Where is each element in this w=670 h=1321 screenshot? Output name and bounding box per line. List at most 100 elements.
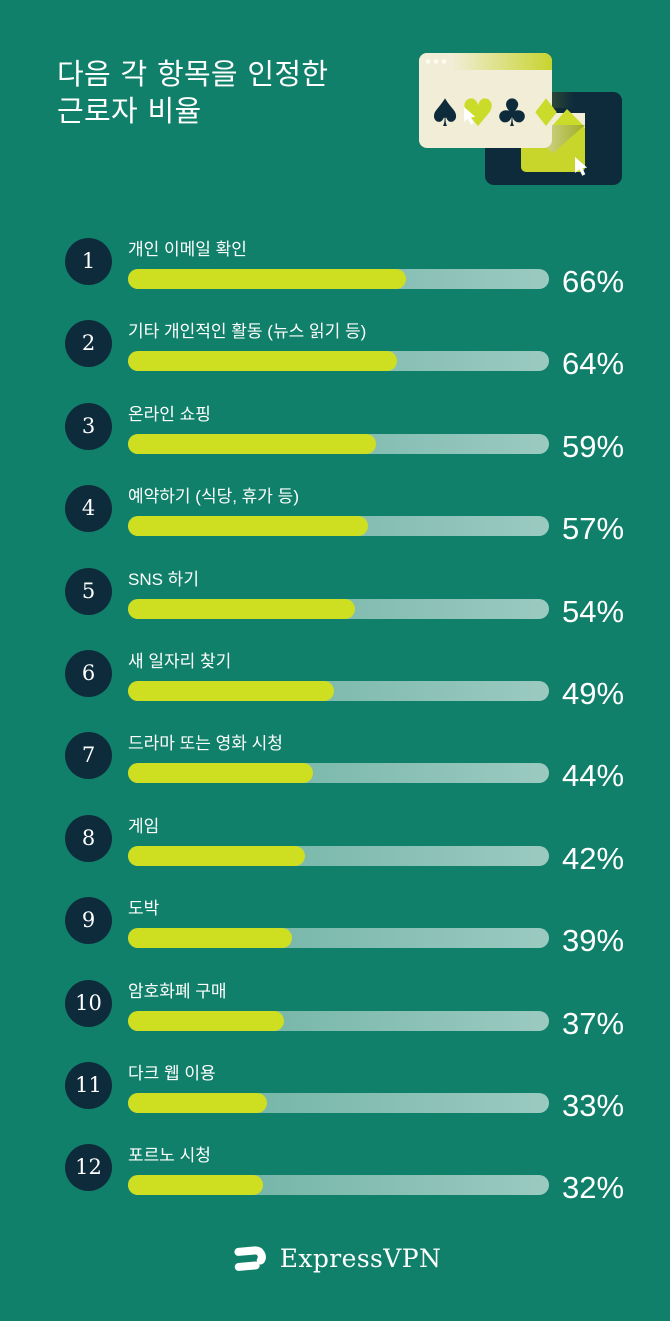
window-dot — [425, 59, 431, 64]
row-percentage: 39% — [562, 923, 625, 959]
rank-number: 9 — [81, 908, 96, 933]
chart-row: 8 게임 42% — [65, 803, 625, 885]
bar-fill — [128, 680, 335, 701]
title-line-1: 다음 각 항목을 인정한 — [57, 57, 329, 91]
rank-badge: 1 — [65, 238, 112, 285]
bar-fill — [128, 1175, 263, 1196]
title-line-2: 근로자 비율 — [57, 94, 202, 128]
rank-badge: 6 — [65, 649, 112, 697]
rank-number: 8 — [81, 825, 96, 850]
chart-row: 11 다크 웹 이용 33% — [65, 1050, 625, 1132]
rank-number: 12 — [75, 1155, 102, 1180]
row-main: 새 일자리 찾기 — [128, 638, 549, 709]
bar-fill — [128, 763, 314, 784]
rank-number: 10 — [75, 990, 102, 1015]
row-percentage: 42% — [562, 840, 625, 876]
bar-fill — [128, 351, 398, 372]
rank-number: 4 — [81, 496, 96, 521]
expressvpn-logo-icon — [234, 1246, 266, 1271]
row-label: 새 일자리 찾기 — [128, 651, 232, 671]
row-label: 포르노 시청 — [128, 1146, 211, 1166]
bar-fill — [128, 269, 406, 289]
window-dot — [433, 59, 439, 64]
window-dot — [441, 59, 447, 64]
club-icon: ♣ — [495, 91, 529, 135]
bar-track — [128, 269, 549, 289]
illustration-graphic: ♠ ♥ ♣ ♦ — [419, 53, 622, 185]
bar-track — [128, 928, 549, 949]
bar-fill — [128, 433, 377, 454]
bar-fill — [128, 1010, 284, 1031]
bar-track — [128, 1010, 549, 1031]
rank-badge: 5 — [65, 567, 112, 615]
row-main: 기타 개인적인 활동 (뉴스 읽기 등) — [128, 308, 549, 379]
chart-row: 9 도박 39% — [65, 885, 625, 967]
rank-number: 3 — [81, 413, 96, 438]
row-main: 게임 — [128, 803, 549, 874]
footer: ExpressVPN — [0, 1238, 670, 1278]
rank-badge: 8 — [65, 814, 112, 862]
rank-badge: 3 — [65, 402, 112, 450]
row-main: 예약하기 (식당, 휴가 등) — [128, 473, 549, 544]
row-main: SNS 하기 — [128, 556, 549, 627]
row-label: SNS 하기 — [128, 569, 199, 589]
row-label: 드라마 또는 영화 시청 — [128, 734, 283, 754]
row-main: 포르노 시청 — [128, 1132, 549, 1203]
row-label: 암호화폐 구매 — [128, 981, 227, 1001]
bar-fill — [128, 1092, 267, 1113]
cursor-icon — [575, 157, 588, 176]
bar-track — [128, 1175, 549, 1196]
row-main: 다크 웹 이용 — [128, 1050, 549, 1121]
bar-track — [128, 680, 549, 701]
page-title: 다음 각 항목을 인정한 근로자 비율 — [57, 56, 328, 130]
browser-window-icon: ♠ ♥ ♣ ♦ — [419, 53, 563, 148]
rank-badge: 12 — [65, 1144, 112, 1192]
bar-fill — [128, 928, 293, 949]
bar-track — [128, 433, 549, 454]
row-label: 게임 — [128, 816, 160, 836]
row-percentage: 57% — [562, 511, 625, 547]
rank-number: 6 — [81, 660, 96, 685]
row-label: 개인 이메일 확인 — [128, 240, 247, 259]
rank-number: 5 — [81, 578, 96, 603]
chart-row: 2 기타 개인적인 활동 (뉴스 읽기 등) 64% — [65, 308, 625, 390]
row-percentage: 59% — [562, 428, 625, 464]
chart-row: 12 포르노 시청 32% — [65, 1132, 625, 1214]
row-percentage: 37% — [562, 1005, 625, 1041]
bar-track — [128, 351, 549, 372]
row-percentage: 44% — [562, 758, 625, 794]
rank-badge: 4 — [65, 485, 112, 533]
chart-row: 3 온라인 쇼핑 59% — [65, 391, 625, 473]
rank-number: 11 — [75, 1072, 102, 1097]
expressvpn-wordmark: ExpressVPN — [279, 1243, 442, 1273]
chart-row: 6 새 일자리 찾기 49% — [65, 638, 625, 720]
row-percentage: 32% — [562, 1170, 625, 1206]
rank-badge: 7 — [65, 732, 112, 780]
cursor-icon — [464, 107, 476, 125]
bar-track — [128, 845, 549, 866]
row-percentage: 54% — [562, 593, 625, 629]
rank-badge: 9 — [65, 897, 112, 945]
diamond-icon: ♦ — [529, 91, 563, 135]
bar-chart-list: 1 개인 이메일 확인 66% 2 기타 개인적인 활동 (뉴스 읽기 등) 6… — [65, 226, 625, 1215]
bar-fill — [128, 845, 305, 866]
row-label: 다크 웹 이용 — [128, 1063, 216, 1083]
row-percentage: 66% — [562, 264, 625, 299]
row-label: 기타 개인적인 활동 (뉴스 읽기 등) — [128, 322, 367, 342]
rank-badge: 11 — [65, 1061, 112, 1109]
header-illustration: ♠ ♥ ♣ ♦ — [417, 45, 655, 195]
row-main: 암호화폐 구매 — [128, 968, 549, 1039]
bar-track — [128, 516, 549, 537]
row-main: 온라인 쇼핑 — [128, 391, 549, 462]
rank-number: 2 — [81, 331, 96, 356]
row-percentage: 64% — [562, 346, 625, 382]
chart-row: 4 예약하기 (식당, 휴가 등) 57% — [65, 473, 625, 555]
spade-icon: ♠ — [428, 91, 462, 135]
bar-fill — [128, 598, 356, 619]
bar-track — [128, 763, 549, 784]
row-label: 도박 — [128, 899, 160, 919]
row-percentage: 49% — [562, 675, 625, 711]
bar-fill — [128, 516, 368, 537]
row-percentage: 33% — [562, 1087, 625, 1123]
